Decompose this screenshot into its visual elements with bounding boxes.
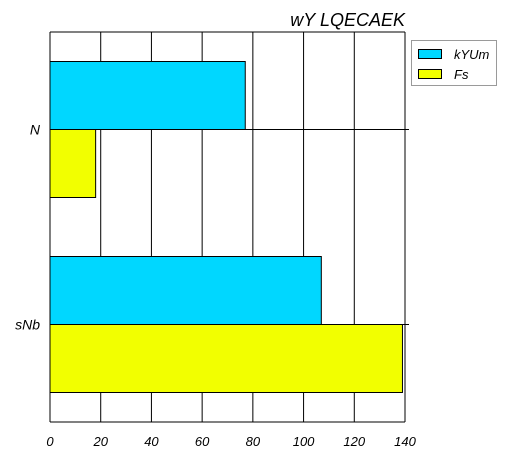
legend: kYUm Fs xyxy=(411,40,497,86)
bar-fs-n xyxy=(49,129,97,198)
x-tick-label: 140 xyxy=(394,434,416,449)
legend-item-kyum: kYUm xyxy=(418,46,490,62)
chart-title: wY LQECAEK xyxy=(290,10,406,30)
legend-swatch-kyum xyxy=(418,49,442,59)
x-tick-label: 60 xyxy=(195,434,210,449)
x-tick-label: 100 xyxy=(293,434,315,449)
legend-swatch-fs xyxy=(418,69,442,79)
y-category-label: N xyxy=(30,122,41,138)
bar-fs-snb xyxy=(49,324,403,393)
legend-item-fs: Fs xyxy=(418,66,469,82)
bar-kyum-snb xyxy=(49,256,322,325)
x-tick-label: 80 xyxy=(246,434,261,449)
y-category-label: sNb xyxy=(15,317,40,333)
x-tick-label: 0 xyxy=(46,434,54,449)
x-tick-label: 120 xyxy=(343,434,365,449)
bar-kyum-n xyxy=(49,61,246,130)
x-tick-label: 40 xyxy=(144,434,159,449)
legend-label-kyum: kYUm xyxy=(454,46,490,62)
bars xyxy=(49,61,403,393)
legend-label-fs: Fs xyxy=(454,66,469,82)
x-tick-label: 20 xyxy=(92,434,108,449)
